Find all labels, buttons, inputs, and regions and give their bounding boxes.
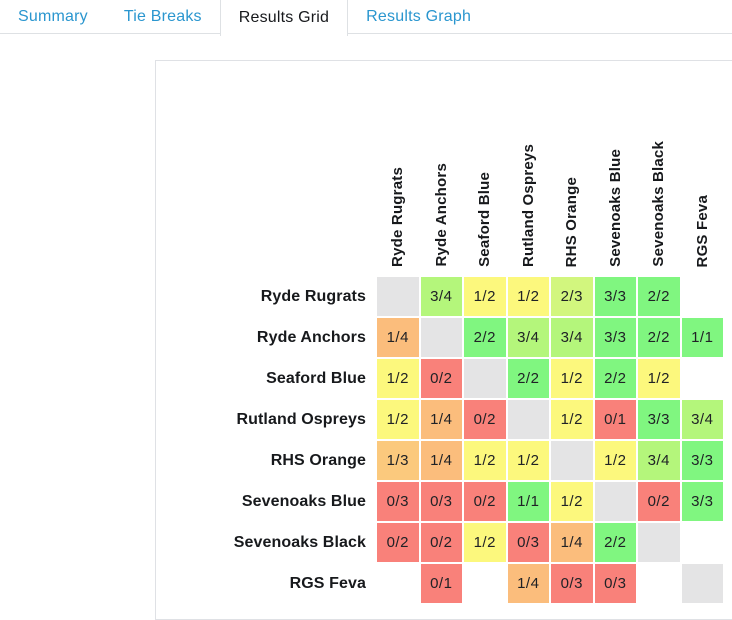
column-header-8: RGS Feva [681, 61, 723, 275]
diagonal-cell [638, 523, 680, 562]
column-header-2: Ryde Anchors [420, 61, 462, 275]
column-header-label: RGS Feva [693, 194, 711, 267]
result-cell: 0/2 [638, 482, 680, 521]
result-cell: 1/2 [464, 441, 506, 480]
result-cell: 2/2 [594, 523, 636, 562]
column-header-3: Seaford Blue [464, 61, 506, 275]
diagonal-cell [464, 359, 506, 398]
row-label-2: Ryde Anchors [156, 318, 375, 357]
row-label-6: Sevenoaks Blue [156, 482, 375, 521]
diagonal-cell [594, 482, 636, 521]
result-cell: 1/2 [507, 277, 549, 316]
diagonal-cell [420, 318, 462, 357]
empty-cell [681, 359, 723, 398]
row-label-8: RGS Feva [156, 564, 375, 603]
result-cell: 1/2 [464, 277, 506, 316]
result-cell: 0/2 [464, 482, 506, 521]
diagonal-cell [551, 441, 593, 480]
column-header-1: Ryde Rugrats [377, 61, 419, 275]
row-label-3: Seaford Blue [156, 359, 375, 398]
grid-corner [156, 61, 375, 275]
result-cell: 2/2 [638, 318, 680, 357]
result-cell: 0/1 [594, 400, 636, 439]
tab-bar: Summary Tie Breaks Results Grid Results … [0, 0, 732, 36]
tab-results-grid[interactable]: Results Grid [219, 0, 349, 36]
result-cell: 0/1 [420, 564, 462, 603]
result-cell: 3/3 [681, 482, 723, 521]
empty-cell [377, 564, 419, 603]
row-label-1: Ryde Rugrats [156, 277, 375, 316]
result-cell: 1/2 [377, 400, 419, 439]
empty-cell [681, 277, 723, 316]
result-cell: 1/1 [507, 482, 549, 521]
result-cell: 3/4 [681, 400, 723, 439]
tab-summary[interactable]: Summary [18, 7, 88, 25]
column-header-label: Ryde Anchors [432, 163, 450, 267]
result-cell: 3/3 [594, 318, 636, 357]
result-cell: 0/3 [377, 482, 419, 521]
tab-tie-breaks[interactable]: Tie Breaks [123, 7, 202, 25]
result-cell: 3/3 [638, 400, 680, 439]
column-header-label: RHS Orange [563, 176, 581, 267]
result-cell: 0/2 [420, 523, 462, 562]
column-header-7: Sevenoaks Black [638, 61, 680, 275]
result-cell: 3/4 [507, 318, 549, 357]
result-cell: 1/2 [594, 441, 636, 480]
result-cell: 1/2 [551, 359, 593, 398]
result-cell: 0/3 [420, 482, 462, 521]
result-cell: 0/3 [551, 564, 593, 603]
result-cell: 3/4 [420, 277, 462, 316]
result-cell: 2/2 [464, 318, 506, 357]
column-header-5: RHS Orange [551, 61, 593, 275]
result-cell: 1/2 [377, 359, 419, 398]
column-header-label: Seaford Blue [476, 172, 494, 267]
result-cell: 1/4 [420, 441, 462, 480]
result-cell: 1/2 [464, 523, 506, 562]
result-cell: 3/4 [638, 441, 680, 480]
result-cell: 1/1 [681, 318, 723, 357]
result-cell: 1/2 [507, 441, 549, 480]
result-cell: 3/3 [681, 441, 723, 480]
result-cell: 1/4 [420, 400, 462, 439]
result-cell: 1/2 [638, 359, 680, 398]
column-header-label: Sevenoaks Black [650, 141, 668, 267]
result-cell: 1/4 [507, 564, 549, 603]
column-header-label: Sevenoaks Blue [606, 149, 624, 267]
column-header-label: Rutland Ospreys [519, 143, 537, 267]
diagonal-cell [681, 564, 723, 603]
tab-results-graph[interactable]: Results Graph [366, 7, 472, 25]
result-cell: 0/3 [507, 523, 549, 562]
result-cell: 2/2 [638, 277, 680, 316]
row-label-5: RHS Orange [156, 441, 375, 480]
column-header-6: Sevenoaks Blue [594, 61, 636, 275]
empty-cell [464, 564, 506, 603]
results-panel: Ryde Rugrats Ryde Anchors Seaford Blue Rutl… [155, 60, 732, 620]
row-label-4: Rutland Ospreys [156, 400, 375, 439]
result-cell: 3/3 [594, 277, 636, 316]
result-cell: 0/2 [420, 359, 462, 398]
result-cell: 1/3 [377, 441, 419, 480]
result-cell: 1/2 [551, 400, 593, 439]
results-grid-table: Ryde Rugrats Ryde Anchors Seaford Blue Rutl… [156, 61, 723, 603]
result-cell: 0/3 [594, 564, 636, 603]
result-cell: 3/4 [551, 318, 593, 357]
result-cell: 0/2 [464, 400, 506, 439]
empty-cell [638, 564, 680, 603]
result-cell: 1/4 [377, 318, 419, 357]
diagonal-cell [507, 400, 549, 439]
column-header-4: Rutland Ospreys [507, 61, 549, 275]
diagonal-cell [377, 277, 419, 316]
row-label-7: Sevenoaks Black [156, 523, 375, 562]
result-cell: 1/2 [551, 482, 593, 521]
empty-cell [681, 523, 723, 562]
column-header-label: Ryde Rugrats [389, 167, 407, 267]
result-cell: 0/2 [377, 523, 419, 562]
result-cell: 2/2 [507, 359, 549, 398]
result-cell: 2/3 [551, 277, 593, 316]
result-cell: 1/4 [551, 523, 593, 562]
result-cell: 2/2 [594, 359, 636, 398]
